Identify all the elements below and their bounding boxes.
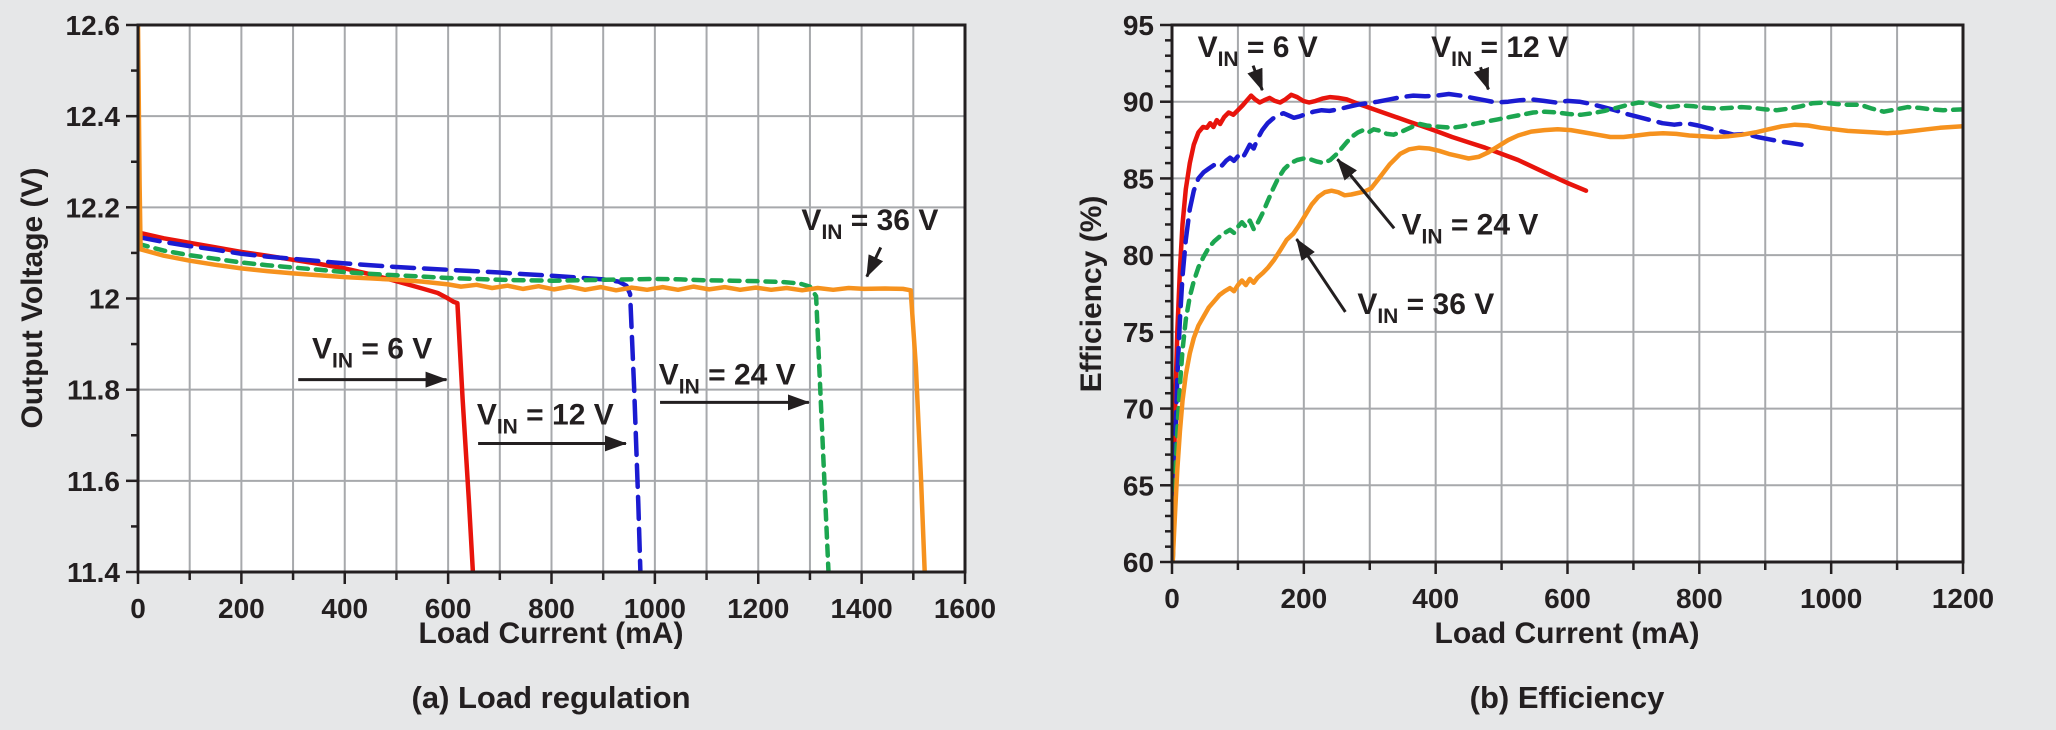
x-tick-label: 0 (1164, 583, 1180, 614)
annotation-label: VIN = 12 V (477, 399, 614, 439)
series-vin-12-v (138, 234, 643, 572)
x-tick-label: 600 (425, 593, 472, 624)
x-tick-label: 0 (130, 593, 146, 624)
chart-efficiency: 0 200 400 600 800 1000 1200 60 65 70 75 80 85 90 95 VIN… (1030, 0, 2056, 730)
annotation-label: VIN = 24 V (659, 359, 796, 399)
y-tick-label: 11.6 (67, 466, 120, 497)
caption-load-regulation: (a) Load regulation (411, 680, 691, 715)
x-tick-label: 200 (218, 593, 265, 624)
y-tick-label: 80 (1123, 240, 1154, 271)
series-group (138, 25, 927, 572)
series-vin-6-v (1172, 92, 1589, 562)
annotation-label: VIN = 6 V (312, 333, 432, 373)
y-axis-title-load-regulation: Output Voltage (V) (16, 167, 49, 429)
x-tick-label: 1200 (1932, 583, 1994, 614)
x-tick-label: 1600 (934, 593, 996, 624)
annotation-label: VIN = 36 V (801, 204, 938, 244)
annotations: VIN = 6 V VIN = 12 V VIN = 24 V VIN = 36 V (298, 204, 938, 452)
x-tick-label: 1200 (727, 593, 789, 624)
annotation-label: VIN = 12 V (1431, 31, 1568, 71)
caption-efficiency: (b) Efficiency (1469, 680, 1665, 715)
plot-canvas-load-regulation: 0 200 400 600 800 1000 1200 1400 160011.411.611.… (66, 10, 997, 624)
y-tick-label: 70 (1123, 394, 1154, 425)
annotation-arrow (1336, 158, 1396, 230)
y-tick-label: 12.6 (66, 10, 121, 41)
y-tick-label: 11.4 (67, 557, 120, 588)
y-tick-label: 11.8 (67, 375, 120, 406)
series-vin-24-v (1172, 100, 1963, 562)
x-tick-label: 400 (321, 593, 368, 624)
chart-load-regulation: 0 200 400 600 800 1000 1200 1400 1600 11.4 11.6 11.… (16, 10, 997, 715)
y-tick-label: 65 (1123, 470, 1154, 501)
plot-border (1170, 23, 1965, 564)
annotation-arrow (865, 246, 884, 278)
x-tick-labels: 0 200 400 600 800 1000 1200 (1164, 583, 1994, 614)
annotation-arrow (1247, 65, 1264, 92)
y-tick-label: 95 (1123, 10, 1154, 41)
y-tick-label: 85 (1123, 163, 1154, 194)
axis-ticks (126, 23, 967, 584)
y-tick-labels: 60 65 70 75 80 85 90 95 (1123, 10, 1154, 578)
y-tick-label: 12.4 (66, 101, 121, 132)
x-tick-label: 800 (528, 593, 575, 624)
series-vin-36-v (138, 25, 927, 572)
series-group (1172, 91, 1963, 562)
annotation-label: VIN = 6 V (1198, 31, 1318, 71)
x-tick-label: 1000 (624, 593, 686, 624)
y-tick-label: 75 (1123, 317, 1154, 348)
series-vin-36-v (1172, 122, 1963, 562)
x-tick-label: 800 (1676, 583, 1723, 614)
y-tick-labels: 11.4 11.6 11.8 12 12.2 12.4 12.6 (66, 10, 121, 588)
x-axis-title-efficiency: Load Current (mA) (1434, 617, 1700, 650)
series-vin-24-v (138, 241, 831, 572)
annotation-arrow (1473, 66, 1490, 91)
plot-canvas-efficiency: 0 200 400 600 800 1000 1200 60 65 70 75 80 85 90 95 VIN… (1123, 10, 1994, 614)
x-tick-label: 1400 (830, 593, 892, 624)
y-tick-label: 60 (1123, 547, 1154, 578)
y-axis-title-efficiency: Efficiency (%) (1075, 195, 1108, 393)
y-tick-label: 12 (89, 284, 120, 315)
x-tick-label: 400 (1412, 583, 1459, 614)
annotation-arrow (1295, 238, 1347, 313)
plot-border (136, 23, 967, 574)
annotations: VIN = 6 V VIN = 12 V VIN = 24 V VIN = 36 V (1198, 31, 1568, 328)
annotation-label: VIN = 24 V (1401, 208, 1538, 248)
annotation-label: VIN = 36 V (1357, 288, 1494, 328)
x-tick-label: 200 (1280, 583, 1327, 614)
y-tick-label: 90 (1123, 87, 1154, 118)
x-tick-label: 1000 (1800, 583, 1862, 614)
series-vin-12-v (1172, 91, 1804, 562)
x-tick-label: 600 (1544, 583, 1591, 614)
x-tick-labels: 0 200 400 600 800 1000 1200 1400 1600 (130, 593, 996, 624)
x-axis-title-load-regulation: Load Current (mA) (418, 617, 684, 650)
y-tick-label: 12.2 (66, 192, 121, 223)
